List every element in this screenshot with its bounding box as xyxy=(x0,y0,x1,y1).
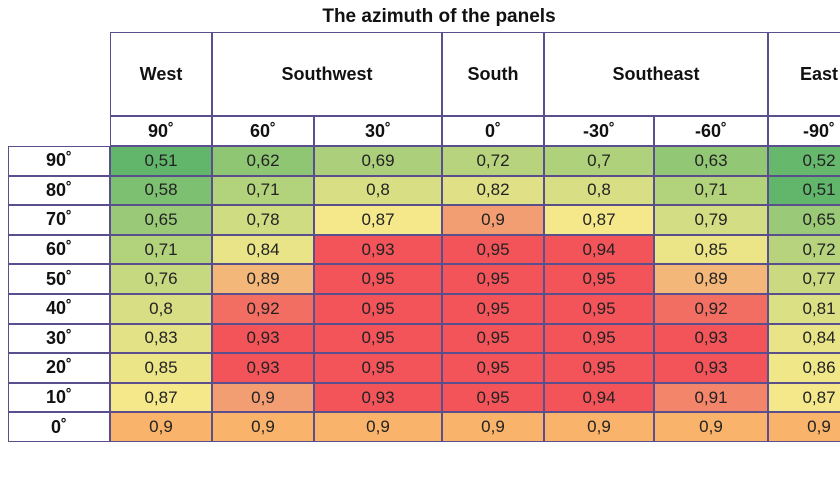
heatmap-cell: 0,9 xyxy=(314,412,442,442)
heatmap-cell: 0,9 xyxy=(544,412,654,442)
direction-header: South xyxy=(442,32,544,116)
direction-header: West xyxy=(110,32,212,116)
row-label: 50˚ xyxy=(8,264,110,294)
heatmap-cell: 0,51 xyxy=(110,146,212,176)
heatmap-cell: 0,87 xyxy=(110,382,212,413)
heatmap-cell: 0,92 xyxy=(654,294,768,324)
heatmap-cell: 0,85 xyxy=(654,234,768,265)
direction-header: Southwest xyxy=(212,32,442,116)
column-header: 90˚ xyxy=(110,116,212,146)
heatmap-cell: 0,51 xyxy=(768,175,840,206)
heatmap-cell: 0,95 xyxy=(442,234,544,265)
heatmap-cell: 0,63 xyxy=(654,146,768,176)
heatmap-cell: 0,87 xyxy=(544,205,654,235)
heatmap-cell: 0,8 xyxy=(314,175,442,206)
heatmap-cell: 0,95 xyxy=(314,353,442,383)
heatmap-cell: 0,93 xyxy=(212,323,314,354)
row-label: 60˚ xyxy=(8,234,110,265)
row-label: 20˚ xyxy=(8,353,110,383)
heatmap-cell: 0,95 xyxy=(544,353,654,383)
heatmap-cell: 0,95 xyxy=(314,323,442,354)
heatmap-cell: 0,8 xyxy=(110,294,212,324)
heatmap-cell: 0,52 xyxy=(768,146,840,176)
heatmap-cell: 0,87 xyxy=(314,205,442,235)
row-label: 10˚ xyxy=(8,382,110,413)
heatmap-cell: 0,9 xyxy=(212,382,314,413)
heatmap-cell: 0,76 xyxy=(110,264,212,294)
heatmap-cell: 0,9 xyxy=(442,205,544,235)
heatmap-cell: 0,93 xyxy=(212,353,314,383)
heatmap-cell: 0,86 xyxy=(768,353,840,383)
heatmap-cell: 0,94 xyxy=(544,382,654,413)
heatmap-cell: 0,9 xyxy=(654,412,768,442)
heatmap-cell: 0,72 xyxy=(442,146,544,176)
heatmap-cell: 0,89 xyxy=(212,264,314,294)
heatmap-cell: 0,71 xyxy=(212,175,314,206)
heatmap-cell: 0,95 xyxy=(544,264,654,294)
heatmap-cell: 0,78 xyxy=(212,205,314,235)
heatmap-cell: 0,77 xyxy=(768,264,840,294)
column-header: 0˚ xyxy=(442,116,544,146)
heatmap-cell: 0,71 xyxy=(654,175,768,206)
row-label: 30˚ xyxy=(8,323,110,354)
row-label: 40˚ xyxy=(8,294,110,324)
heatmap-cell: 0,71 xyxy=(110,234,212,265)
heatmap-cell: 0,95 xyxy=(314,264,442,294)
heatmap-cell: 0,81 xyxy=(768,294,840,324)
heatmap-cell: 0,8 xyxy=(544,175,654,206)
heatmap-cell: 0,62 xyxy=(212,146,314,176)
heatmap-cell: 0,85 xyxy=(110,353,212,383)
heatmap-cell: 0,83 xyxy=(110,323,212,354)
heatmap-cell: 0,84 xyxy=(768,323,840,354)
row-label: 90˚ xyxy=(8,146,110,176)
heatmap-cell: 0,79 xyxy=(654,205,768,235)
row-label: 80˚ xyxy=(8,175,110,206)
heatmap-cell: 0,9 xyxy=(768,412,840,442)
column-header: 60˚ xyxy=(212,116,314,146)
chart-title: The azimuth of the panels xyxy=(322,6,556,27)
heatmap-cell: 0,93 xyxy=(314,234,442,265)
heatmap-cell: 0,58 xyxy=(110,175,212,206)
heatmap-cell: 0,72 xyxy=(768,234,840,265)
heatmap-cell: 0,84 xyxy=(212,234,314,265)
heatmap-cell: 0,9 xyxy=(212,412,314,442)
heatmap-cell: 0,87 xyxy=(768,382,840,413)
heatmap-cell: 0,93 xyxy=(654,323,768,354)
heatmap-cell: 0,94 xyxy=(544,234,654,265)
heatmap-cell: 0,9 xyxy=(442,412,544,442)
heatmap-cell: 0,91 xyxy=(654,382,768,413)
heatmap-cell: 0,65 xyxy=(110,205,212,235)
column-header: -90˚ xyxy=(768,116,840,146)
heatmap-cell: 0,9 xyxy=(110,412,212,442)
heatmap-cell: 0,95 xyxy=(544,294,654,324)
heatmap-cell: 0,95 xyxy=(442,264,544,294)
heatmap-cell: 0,89 xyxy=(654,264,768,294)
heatmap-cell: 0,92 xyxy=(212,294,314,324)
direction-header: East xyxy=(768,32,840,116)
heatmap-cell: 0,93 xyxy=(314,382,442,413)
column-header: -60˚ xyxy=(654,116,768,146)
column-header: -30˚ xyxy=(544,116,654,146)
heatmap-cell: 0,65 xyxy=(768,205,840,235)
heatmap-cell: 0,82 xyxy=(442,175,544,206)
heatmap-cell: 0,95 xyxy=(442,382,544,413)
heatmap-cell: 0,95 xyxy=(442,294,544,324)
heatmap-cell: 0,69 xyxy=(314,146,442,176)
heatmap-cell: 0,7 xyxy=(544,146,654,176)
heatmap-cell: 0,95 xyxy=(442,323,544,354)
column-header: 30˚ xyxy=(314,116,442,146)
heatmap-cell: 0,95 xyxy=(544,323,654,354)
heatmap-cell: 0,93 xyxy=(654,353,768,383)
row-label: 0˚ xyxy=(8,412,110,442)
heatmap-cell: 0,95 xyxy=(314,294,442,324)
direction-header: Southeast xyxy=(544,32,768,116)
row-label: 70˚ xyxy=(8,205,110,235)
heatmap-cell: 0,95 xyxy=(442,353,544,383)
